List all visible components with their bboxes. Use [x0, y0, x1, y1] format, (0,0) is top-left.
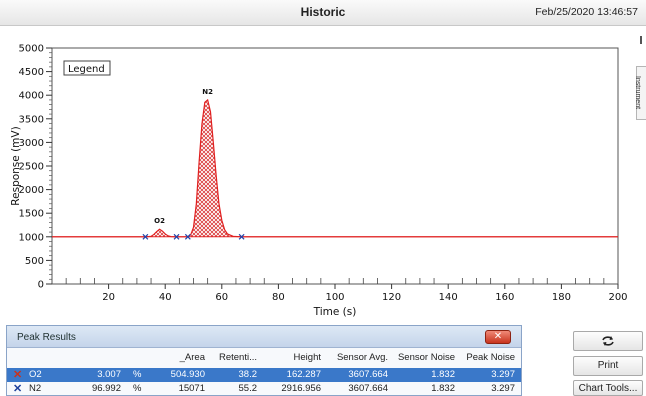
side-tab-instrument[interactable]: Instrument [634, 66, 646, 120]
col-sensor-noise-header[interactable]: Sensor Noise [397, 352, 455, 363]
x-tick-label: 80 [272, 292, 285, 303]
series-line [52, 98, 618, 238]
refresh-button[interactable] [573, 331, 643, 351]
peak-peak-noise: 3.297 [491, 369, 515, 380]
peak-sensor-noise: 1.832 [431, 383, 455, 394]
peak-peak-noise: 3.297 [491, 383, 515, 394]
y-tick-label: 3000 [19, 138, 44, 149]
peak-height: 162.287 [286, 369, 321, 380]
y-tick-label: 3500 [19, 114, 44, 125]
x-tick-label: 160 [495, 292, 514, 303]
integration-marker [173, 233, 180, 240]
window-title: Historic [300, 5, 346, 19]
close-panel-button[interactable]: ✕ [485, 330, 511, 344]
results-header-row: _Area Retenti... Height Sensor Avg. Sens… [7, 351, 521, 365]
plot-area [51, 47, 619, 285]
peak-sensor-avg: 3607.664 [348, 369, 388, 380]
x-tick-label: 20 [102, 292, 115, 303]
y-tick-label: 4000 [19, 91, 44, 102]
peak-label: N2 [202, 88, 213, 96]
integration-marker [142, 233, 149, 240]
peak-area: 15071 [178, 383, 205, 394]
peak-retention: 38.2 [238, 369, 258, 380]
peak-marker-icon: ✕ [13, 383, 23, 395]
x-tick-label: 100 [325, 292, 344, 303]
x-tick-label: 60 [215, 292, 228, 303]
peak-marker-icon: ✕ [13, 369, 23, 381]
peak-unit: % [133, 369, 142, 380]
col-area-header[interactable]: _Area [179, 352, 205, 363]
y-tick-label: 2500 [19, 162, 44, 173]
x-tick-label: 140 [439, 292, 458, 303]
y-tick-label: 5000 [19, 44, 44, 55]
x-tick-label: 200 [608, 292, 627, 303]
print-button[interactable]: Print [573, 356, 643, 376]
datetime-display: Feb/25/2020 13:46:57 [535, 6, 638, 18]
col-peak-noise-header[interactable]: Peak Noise [466, 352, 515, 363]
peak-results-title: Peak Results [17, 332, 76, 343]
peak-results-panel: Peak Results ✕ _Area Retenti... Height S… [6, 325, 522, 396]
axes: 0 500 1000 1500 2000 2500 3000 3500 4000 4500 5000… [19, 44, 628, 304]
y-tick-label: 1500 [19, 209, 44, 220]
col-retention-header[interactable]: Retenti... [218, 352, 257, 363]
plot-layer: O2 N2 [52, 88, 618, 240]
y-tick-label: 500 [25, 256, 44, 267]
peak-sensor-noise: 1.832 [431, 369, 455, 380]
peak-area: 504.930 [170, 369, 205, 380]
y-tick-label: 1000 [19, 232, 44, 243]
peak-retention: 55.2 [238, 383, 258, 394]
col-sensor-avg-header[interactable]: Sensor Avg. [336, 352, 388, 363]
x-tick-label: 40 [159, 292, 172, 303]
peak-results-header: Peak Results ✕ [7, 326, 521, 348]
x-tick-label: 180 [552, 292, 571, 303]
refresh-icon [602, 336, 614, 346]
peak-unit: % [133, 383, 142, 394]
y-axis-label: Response (mV) [10, 126, 22, 205]
peak-name: N2 [29, 383, 42, 394]
peak-sensor-avg: 3607.664 [348, 383, 388, 394]
peak-label: O2 [154, 217, 165, 225]
y-tick-label: 0 [38, 280, 44, 291]
title-bar: Historic Feb/25/2020 13:46:57 [0, 0, 646, 26]
x-tick-label: 120 [382, 292, 401, 303]
peak-height: 2916.956 [281, 383, 321, 394]
table-row[interactable]: ✕ N2 96.992 % 15071 55.2 2916.956 3607.6… [7, 382, 521, 396]
side-grip-icon [640, 36, 642, 44]
peak-percent: 96.992 [91, 383, 121, 394]
chart-tools-button[interactable]: Chart Tools... [573, 380, 643, 396]
peak-name: O2 [29, 369, 42, 380]
peak-percent: 3.007 [97, 369, 121, 380]
integration-marker [238, 233, 245, 240]
integration-marker [184, 233, 191, 240]
table-row[interactable]: ✕ O2 3.007 % 504.930 38.2 162.287 3607.6… [7, 368, 521, 382]
chromatogram-chart[interactable]: 0 500 1000 1500 2000 2500 3000 3500 4000 4500 5000… [0, 28, 636, 322]
legend-box[interactable]: Legend [63, 60, 111, 76]
y-tick-label: 4500 [19, 67, 44, 78]
y-tick-label: 2000 [19, 185, 44, 196]
col-height-header[interactable]: Height [293, 352, 321, 363]
peak-area-fill [145, 229, 177, 237]
close-icon: ✕ [493, 331, 503, 342]
x-axis-label: Time (s) [313, 306, 357, 318]
legend-label: Legend [68, 64, 105, 75]
